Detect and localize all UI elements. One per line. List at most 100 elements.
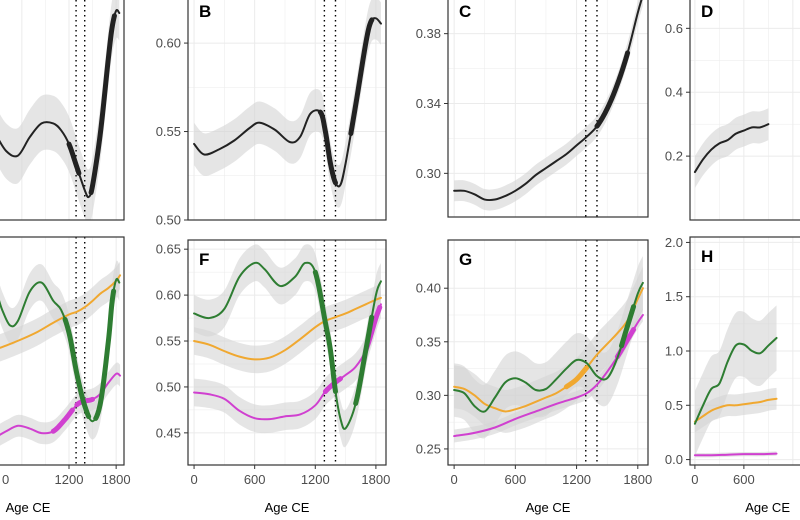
xtick-label: 0 xyxy=(2,472,9,487)
ytick-label: 0.34 xyxy=(416,96,441,111)
panel-f: 0.45 0.50 0.55 0.60 0.65 0 600 1200 1800 Age CE F xyxy=(156,239,390,515)
plot-background xyxy=(448,0,648,217)
ytick-label: 0.50 xyxy=(156,379,181,394)
significant-segment-s1 xyxy=(66,141,82,176)
xtick-label: 1200 xyxy=(55,472,84,487)
panel-frame xyxy=(0,0,125,221)
panel-d: 0.2 0.4 0.6 D xyxy=(665,0,800,221)
series-line-orange xyxy=(453,287,644,413)
xaxis-title: Age CE xyxy=(526,500,571,515)
significant-segment-s1 xyxy=(88,13,117,196)
ytick-label: 0.2 xyxy=(665,149,683,164)
series-line-green xyxy=(453,281,644,413)
panel-letter: G xyxy=(459,250,472,269)
significant-segment-orange xyxy=(563,365,590,390)
xtick-label: 600 xyxy=(244,472,266,487)
ribbon-s1 xyxy=(0,0,120,220)
ribbon-green xyxy=(454,256,643,439)
xtick-label: 1800 xyxy=(361,472,390,487)
ytick-label: 0.30 xyxy=(416,166,441,181)
ytick-label: 0.45 xyxy=(156,425,181,440)
significant-segment-green xyxy=(62,316,92,420)
plot-area xyxy=(693,305,778,458)
ribbon-s1 xyxy=(454,0,643,211)
significant-segment-magenta xyxy=(50,407,75,434)
xtick-label: 600 xyxy=(504,472,526,487)
significant-segment-green xyxy=(93,288,117,421)
xtick-label: 0 xyxy=(691,472,698,487)
plot-area xyxy=(0,0,121,220)
plot-area xyxy=(453,240,644,465)
series-line-magenta xyxy=(693,452,778,457)
ytick-label: 0.25 xyxy=(416,441,441,456)
xtick-label: 0 xyxy=(190,472,197,487)
panel-b: 0.50 0.55 0.60 B xyxy=(156,0,387,228)
gridlines xyxy=(448,0,648,217)
panel-letter: D xyxy=(701,2,713,21)
significant-segment-s1 xyxy=(594,50,631,129)
xtick-label: 1800 xyxy=(623,472,652,487)
panel-h: 0.0 0.5 1.0 1.5 2.0 0 600 Age CE H xyxy=(665,235,800,515)
xtick-label: 1200 xyxy=(301,472,330,487)
panel-letter: H xyxy=(701,247,713,266)
plot-area xyxy=(193,0,382,220)
significant-segment-s1 xyxy=(317,109,338,186)
ytick-label: 0.65 xyxy=(156,242,181,257)
series-line-magenta xyxy=(193,303,382,421)
series-line-orange xyxy=(193,296,382,361)
ytick-label: 0.55 xyxy=(156,124,181,139)
significant-segment-green xyxy=(353,314,375,406)
significant-segment-s1 xyxy=(348,17,375,137)
ribbon-orange xyxy=(194,284,381,374)
series-line-s1 xyxy=(693,123,770,174)
xaxis-title: Age CE xyxy=(265,500,310,515)
ytick-label: 0.6 xyxy=(665,21,683,36)
plot-area xyxy=(693,108,770,189)
ytick-label: 1.0 xyxy=(665,344,683,359)
panel-frame xyxy=(689,0,800,221)
panel-frame xyxy=(187,239,387,466)
series-line-green xyxy=(693,336,778,425)
ribbon-magenta xyxy=(0,362,121,446)
ytick-label: 1.5 xyxy=(665,289,683,304)
ribbon-green xyxy=(194,244,381,448)
plot-background xyxy=(690,0,800,220)
plot-area xyxy=(453,0,643,217)
ribbon-green xyxy=(694,305,777,457)
ytick-label: 0.4 xyxy=(665,85,683,100)
ytick-label: 0.50 xyxy=(156,213,181,228)
xtick-label: 1800 xyxy=(102,472,131,487)
significant-segment-green xyxy=(618,304,637,349)
ribbon-green xyxy=(0,260,120,440)
panel-g: 0.25 0.30 0.35 0.40 0 600 1200 1800 Age CE G xyxy=(416,239,652,515)
ytick-label: 0.5 xyxy=(665,398,683,413)
panel-a xyxy=(0,0,125,221)
plot-area xyxy=(193,240,383,465)
panel-c: 0.30 0.34 0.38 C xyxy=(416,0,649,218)
ytick-label: 0.60 xyxy=(156,36,181,51)
panel-frame xyxy=(447,239,649,466)
series-line-orange xyxy=(693,397,778,423)
ytick-label: 2.0 xyxy=(665,235,683,250)
ytick-label: 0.38 xyxy=(416,26,441,41)
ribbon-s1 xyxy=(194,0,381,208)
panel-letter: C xyxy=(459,2,471,21)
gridlines xyxy=(690,0,800,220)
panel-frame xyxy=(187,0,387,221)
ytick-label: 0.30 xyxy=(416,388,441,403)
panel-frame xyxy=(0,236,125,466)
significant-segment-green xyxy=(312,269,338,395)
plot-area xyxy=(0,237,122,465)
xaxis-title: Age CE xyxy=(6,500,51,515)
ytick-label: 0.0 xyxy=(665,452,683,467)
panel-e: 1200 1800 0 Age CE xyxy=(0,236,131,515)
xtick-label: 600 xyxy=(733,472,755,487)
xtick-label: 1200 xyxy=(562,472,591,487)
series-line-orange xyxy=(0,274,122,349)
ytick-label: 0.60 xyxy=(156,288,181,303)
panel-letter: B xyxy=(199,2,211,21)
ytick-label: 0.35 xyxy=(416,334,441,349)
xtick-label: 0 xyxy=(451,472,458,487)
xaxis-title: Age CE xyxy=(745,500,790,515)
